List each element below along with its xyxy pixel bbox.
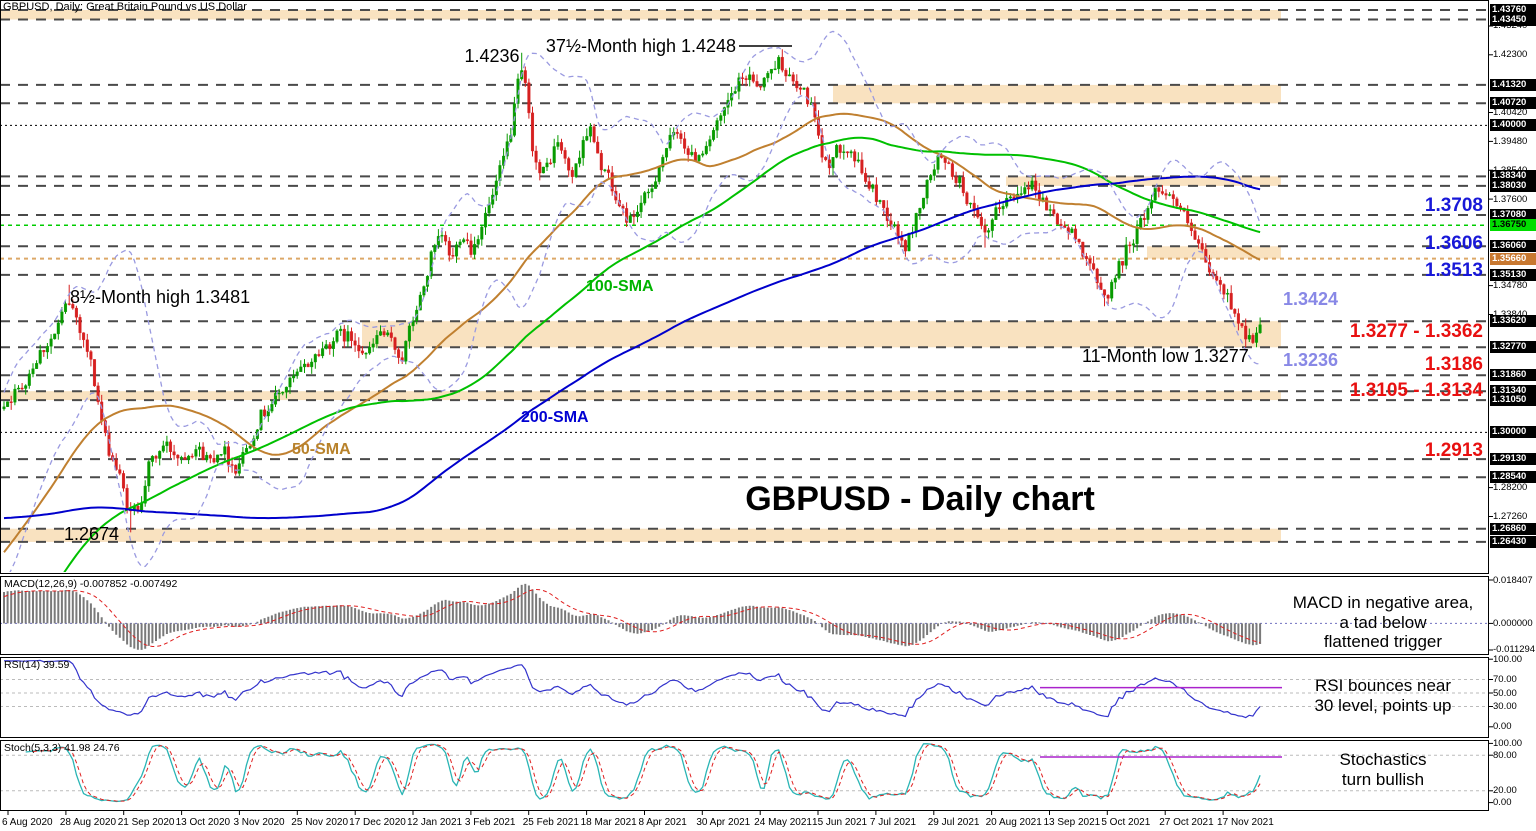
- sr-band-layer: [0, 10, 1281, 542]
- macd-panel[interactable]: [0, 577, 1488, 654]
- indicator-layer: [0, 583, 1488, 803]
- time-axis[interactable]: [0, 810, 1536, 831]
- rsi-panel[interactable]: [0, 658, 1488, 737]
- stoch-panel[interactable]: [0, 741, 1488, 810]
- frame-layer: [0, 0, 1493, 815]
- sr-line-layer: [0, 9, 1488, 543]
- price-axis[interactable]: [1488, 0, 1536, 810]
- price-series-layer: [2, 30, 1262, 572]
- main-chart-plot-area[interactable]: [0, 0, 1488, 573]
